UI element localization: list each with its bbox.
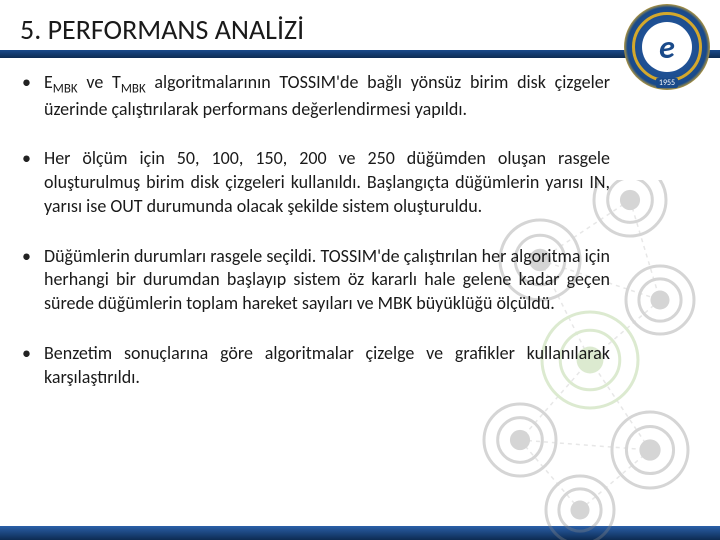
bullet-marker: • <box>22 342 44 390</box>
bullet-item: •Benzetim sonuçlarına göre algoritmalar … <box>22 342 610 390</box>
content-area: •EMBK ve TMBK algoritmalarının TOSSIM'de… <box>0 53 720 425</box>
bullet-text: Her ölçüm için 50, 100, 150, 200 ve 250 … <box>44 147 610 218</box>
bullet-text: EMBK ve TMBK algoritmalarının TOSSIM'de … <box>44 71 610 121</box>
bullet-marker: • <box>22 147 44 218</box>
bullet-item: •Düğümlerin durumları rasgele seçildi. T… <box>22 245 610 316</box>
bullet-marker: • <box>22 71 44 121</box>
bullet-text: Benzetim sonuçlarına göre algoritmalar ç… <box>44 342 610 390</box>
bullet-text: Düğümlerin durumları rasgele seçildi. TO… <box>44 245 610 316</box>
bullet-item: •Her ölçüm için 50, 100, 150, 200 ve 250… <box>22 147 610 218</box>
slide: 5. PERFORMANS ANALİZİ e 1955 •EMBK ve TM… <box>0 0 720 540</box>
university-logo: e 1955 <box>624 4 710 90</box>
bullet-item: •EMBK ve TMBK algoritmalarının TOSSIM'de… <box>22 71 610 121</box>
logo-year: 1955 <box>656 78 678 88</box>
slide-title: 5. PERFORMANS ANALİZİ <box>20 12 720 47</box>
title-bar: 5. PERFORMANS ANALİZİ <box>0 0 720 53</box>
bullet-marker: • <box>22 245 44 316</box>
